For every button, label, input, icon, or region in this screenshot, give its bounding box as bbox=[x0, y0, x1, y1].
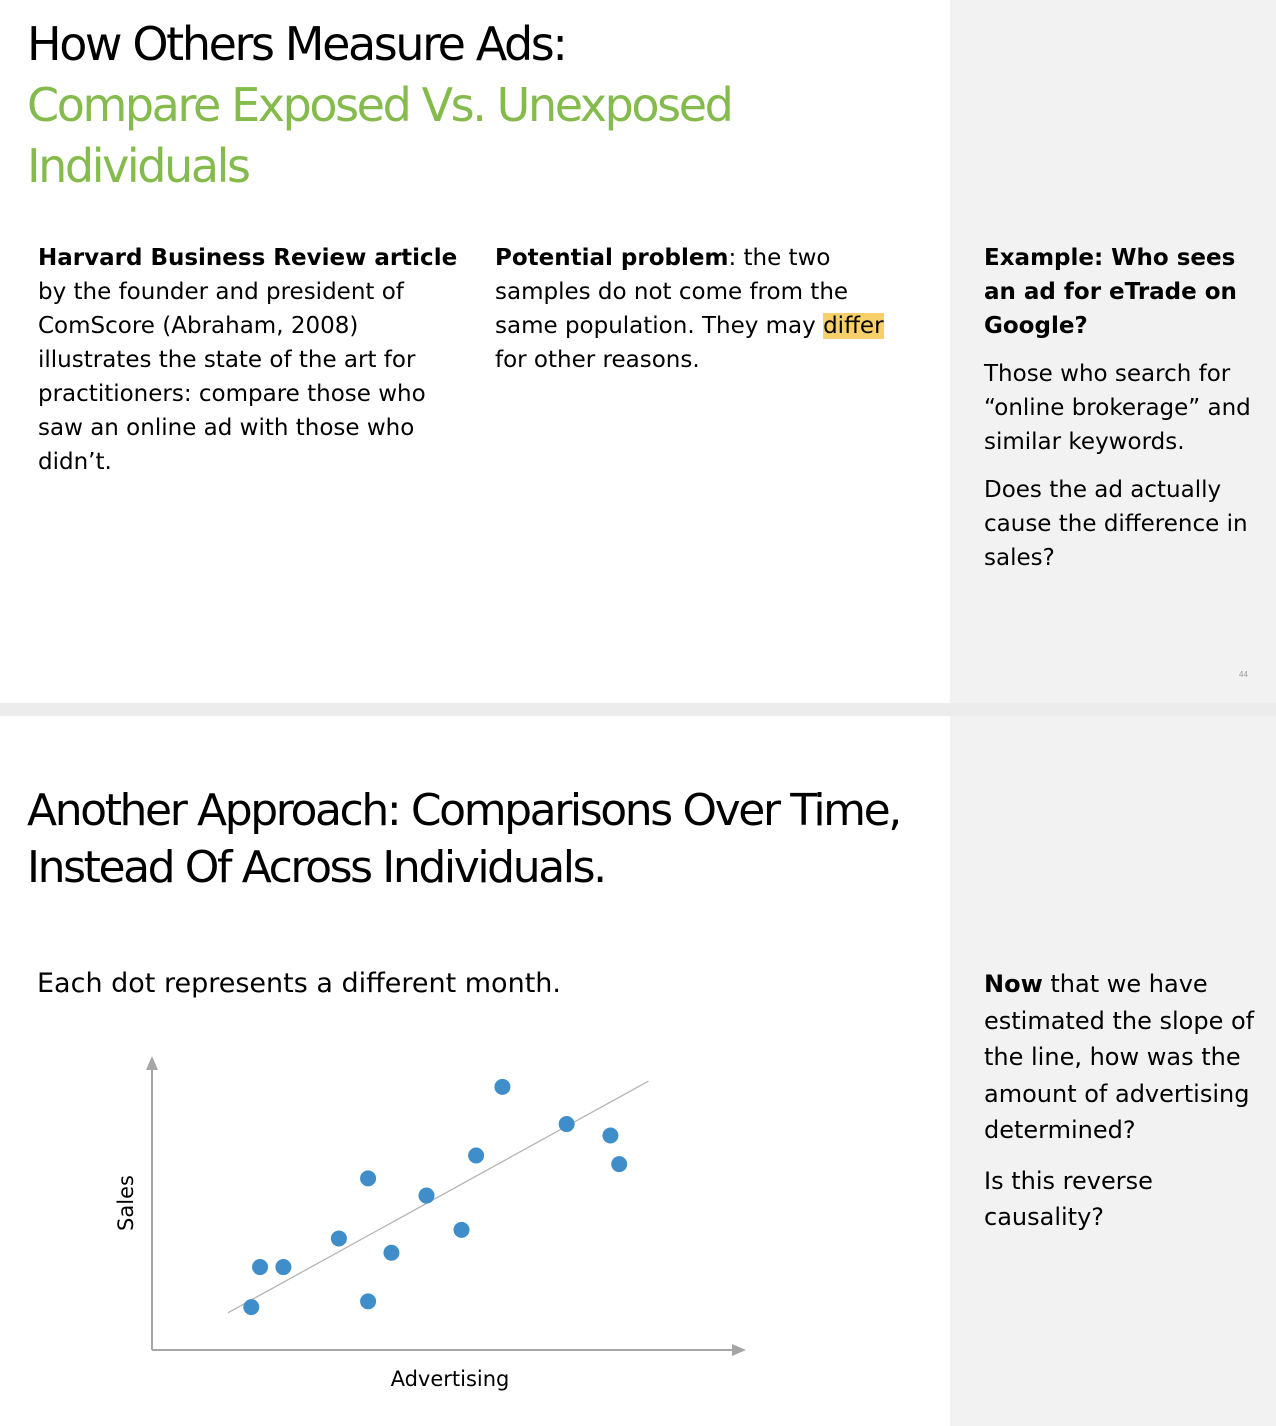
data-point bbox=[558, 1116, 575, 1133]
column-problem: Potential problem: the two samples do no… bbox=[495, 241, 915, 377]
trend-line bbox=[227, 1080, 649, 1314]
side-panel bbox=[950, 716, 1276, 1426]
side-panel bbox=[950, 0, 1276, 703]
slide-1: How Others Measure Ads: Compare Exposed … bbox=[0, 0, 1276, 703]
column-hbr-text: by the founder and president of ComScore… bbox=[38, 279, 426, 475]
data-point bbox=[243, 1299, 260, 1316]
data-point bbox=[468, 1147, 485, 1164]
side-paragraph-2: Is this reverse causality? bbox=[984, 1166, 1153, 1232]
y-axis-label: Sales bbox=[114, 1175, 138, 1231]
chart-caption: Each dot represents a different month. bbox=[37, 968, 561, 999]
slide-title: How Others Measure Ads: Compare Exposed … bbox=[27, 14, 734, 197]
side-notes-2: Now that we have estimated the slope of … bbox=[984, 966, 1264, 1236]
y-axis-arrow bbox=[146, 1056, 158, 1070]
data-point bbox=[360, 1170, 377, 1187]
data-point bbox=[275, 1259, 292, 1276]
data-point bbox=[360, 1293, 377, 1310]
data-point bbox=[611, 1156, 628, 1173]
page-number: 44 bbox=[1239, 670, 1248, 679]
data-point bbox=[418, 1187, 435, 1204]
column-problem-text: : the two samples do not come from the s… bbox=[495, 245, 849, 339]
column-problem-heading: Potential problem bbox=[495, 245, 729, 271]
title-line-1: How Others Measure Ads: bbox=[27, 17, 568, 71]
x-axis-arrow bbox=[732, 1344, 746, 1356]
x-axis-label: Advertising bbox=[391, 1367, 510, 1391]
side-paragraph-1: Those who search for “online brokerage” … bbox=[984, 361, 1251, 455]
title-line-1: Another Approach: Comparisons Over Time, bbox=[27, 785, 902, 836]
data-point bbox=[494, 1078, 511, 1095]
title-line-2: Compare Exposed Vs. Unexposed bbox=[27, 78, 734, 132]
title-line-2: Instead Of Across Individuals. bbox=[27, 842, 607, 893]
side-bold-word: Now bbox=[984, 970, 1043, 998]
title-line-3: Individuals bbox=[27, 139, 251, 193]
data-point bbox=[453, 1221, 470, 1238]
highlighted-word: differ bbox=[823, 313, 884, 339]
slide-title-2: Another Approach: Comparisons Over Time,… bbox=[27, 782, 902, 896]
data-point bbox=[330, 1230, 347, 1247]
data-point bbox=[383, 1244, 400, 1261]
data-point bbox=[252, 1259, 269, 1276]
side-paragraph-2: Does the ad actually cause the differenc… bbox=[984, 477, 1248, 571]
data-point bbox=[602, 1127, 619, 1144]
column-hbr: Harvard Business Review article by the f… bbox=[38, 241, 458, 479]
side-notes: Example: Who sees an ad for eTrade on Go… bbox=[984, 241, 1259, 575]
column-problem-tail: for other reasons. bbox=[495, 347, 700, 373]
scatter-chart: Advertising Sales bbox=[114, 1056, 746, 1391]
column-hbr-heading: Harvard Business Review article bbox=[38, 245, 458, 271]
side-heading: Example: Who sees an ad for eTrade on Go… bbox=[984, 245, 1237, 339]
slide-2 bbox=[0, 716, 1276, 1426]
side-paragraph-1: that we have estimated the slope of the … bbox=[984, 970, 1255, 1144]
